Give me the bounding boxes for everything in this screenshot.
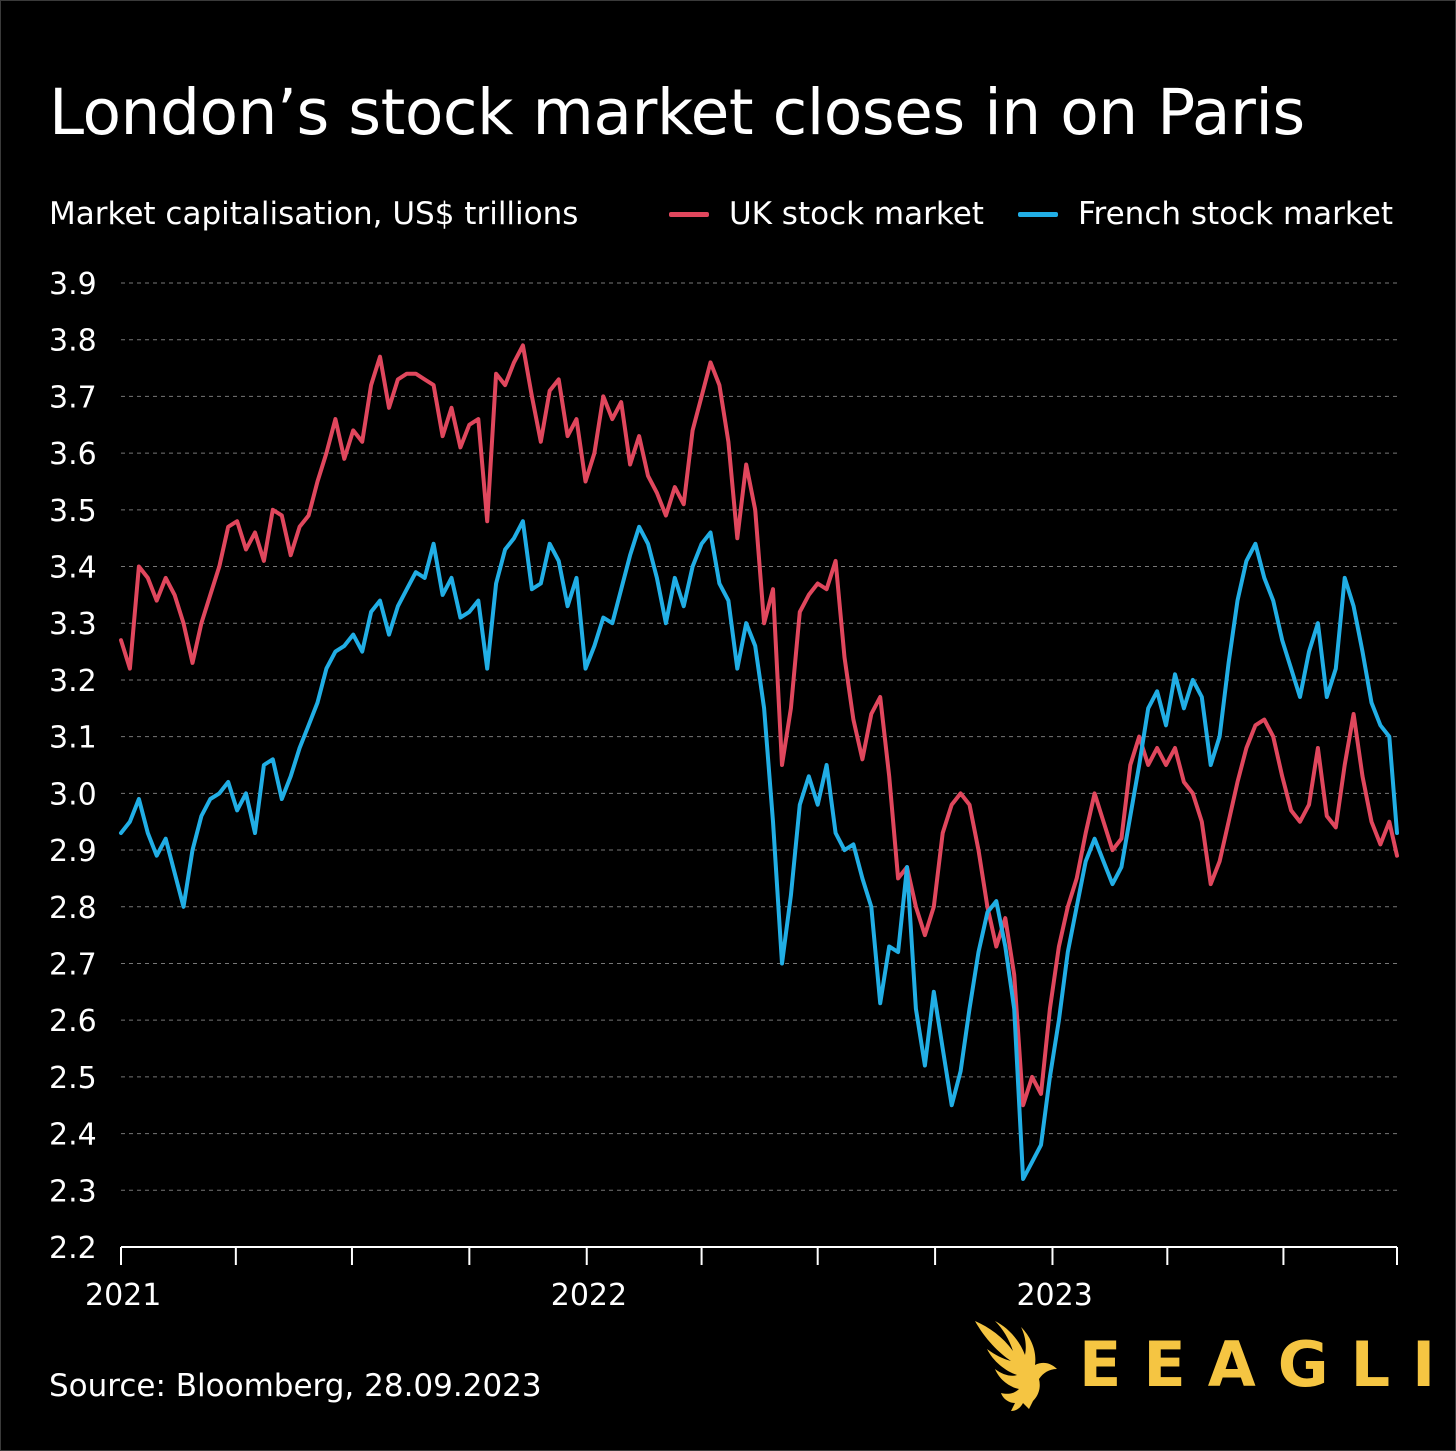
y-tick-label: 3.9 <box>49 267 97 302</box>
y-tick-label: 2.5 <box>49 1061 97 1096</box>
series-line-uk <box>119 343 1399 1108</box>
chart-title: London’s stock market closes in on Paris <box>49 76 1305 149</box>
legend-item-france: French stock market <box>1017 196 1393 232</box>
y-tick-label: 3.2 <box>49 664 97 699</box>
logo-text: EEAGLI <box>1079 1328 1456 1401</box>
eagle-icon <box>975 1321 1057 1411</box>
y-tick-label: 2.2 <box>49 1231 97 1266</box>
line-chart: 3.9 3.8 3.7 3.6 3.5 3.4 3.3 3.2 3.1 3.0 2.9 2.8 2.7 2… <box>49 267 1399 1313</box>
legend-label-france: French stock market <box>1077 196 1393 232</box>
x-tick-label: 2023 <box>1016 1278 1092 1313</box>
logo: EEAGLI <box>969 1317 1456 1413</box>
legend-item-uk: UK stock market <box>668 196 984 232</box>
y-axis-label: Market capitalisation, US$ trillions <box>49 196 579 232</box>
legend-swatch-uk <box>668 212 709 217</box>
series-line-france <box>119 519 1399 1181</box>
legend-swatch-france <box>1017 212 1058 217</box>
y-tick-label: 2.8 <box>49 891 97 926</box>
y-tick-label: 3.1 <box>49 721 97 756</box>
y-tick-label: 2.3 <box>49 1174 97 1209</box>
y-tick-label: 3.7 <box>49 380 97 415</box>
y-tick-label: 3.6 <box>49 437 97 472</box>
source-note: Source: Bloomberg, 28.09.2023 <box>49 1368 542 1404</box>
y-tick-label: 3.5 <box>49 494 97 529</box>
y-tick-label: 2.4 <box>49 1118 97 1153</box>
x-tick-label: 2021 <box>85 1278 161 1313</box>
y-tick-label: 3.8 <box>49 324 97 359</box>
y-tick-label: 2.9 <box>49 834 97 869</box>
y-tick-label: 3.0 <box>49 777 97 812</box>
legend-label-uk: UK stock market <box>728 196 984 232</box>
y-tick-label: 3.3 <box>49 607 97 642</box>
legend: UK stock market French stock market <box>635 199 1393 230</box>
y-tick-label: 2.7 <box>49 947 97 982</box>
y-tick-label: 2.6 <box>49 1004 97 1039</box>
y-tick-label: 3.4 <box>49 551 97 586</box>
x-tick-label: 2022 <box>551 1278 627 1313</box>
